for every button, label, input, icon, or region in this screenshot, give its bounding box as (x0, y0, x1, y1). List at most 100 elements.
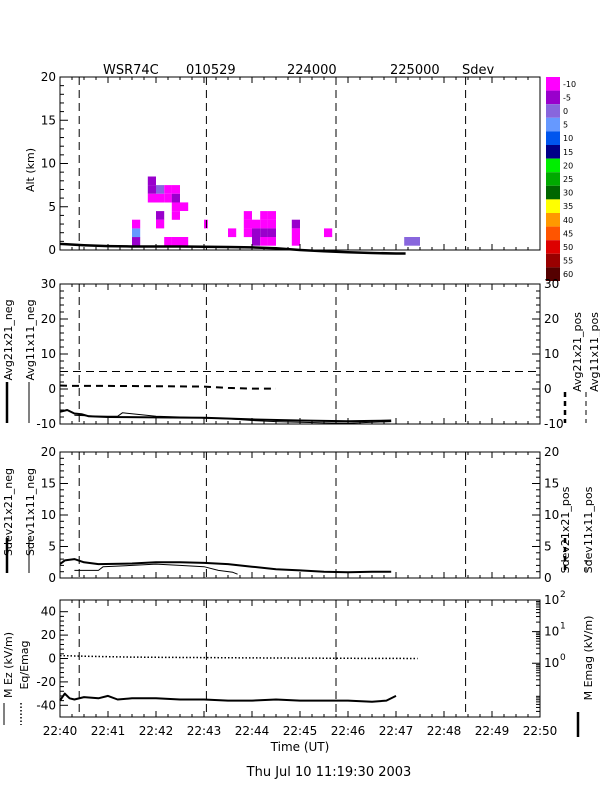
header-end: 225000 (390, 63, 440, 78)
time-tick-label: 22:44 (235, 724, 270, 738)
panel-avg: Avg21x21_neg Avg11x11_neg Avg21x21_pos A… (2, 277, 600, 431)
heatmap-cell (147, 176, 156, 186)
avg-ylabel-left-1: Avg21x21_neg (2, 299, 15, 380)
plot-frame (59, 451, 541, 579)
heatmap-cell (267, 237, 276, 246)
colorbar-label: 20 (563, 161, 573, 170)
time-tick-label: 22:41 (91, 724, 126, 738)
series-m-ez (59, 692, 397, 703)
colorbar-label: 30 (563, 189, 573, 198)
y-tick-label-right: 20 (544, 445, 559, 459)
colorbar-label: 10 (563, 134, 573, 143)
heatmap-cell (156, 193, 165, 203)
y-tick-label-right: -10 (544, 417, 564, 431)
y-tick-label-right: 20 (544, 312, 559, 326)
colorbar-label: 60 (563, 270, 573, 279)
heatmap-cell (171, 193, 180, 203)
y-tick-label-right: 5 (544, 540, 552, 554)
series-avg11x11-neg (74, 412, 392, 424)
y-tick-label-right: 30 (544, 277, 559, 291)
y-tick-label: 5 (48, 540, 56, 554)
time-tick-label: 22:45 (283, 724, 318, 738)
panel-sdev: Sdev21x21_neg Sdev11x11_neg Sdev21x21_po… (2, 445, 595, 585)
heatmap-cell (171, 211, 180, 220)
sdev-ylabel-left-2: Sdev11x11_neg (24, 468, 37, 556)
heatmap-cell (132, 237, 141, 246)
avg-ylabel-right-2: Avg11x11_pos (588, 312, 600, 392)
heatmap-cell (243, 211, 252, 220)
log-tick-label: 10 (544, 593, 559, 607)
series-avg21x21-neg (59, 409, 392, 423)
y-tick-label: -20 (36, 675, 56, 689)
colorbar-swatch (546, 267, 560, 281)
time-tick-label: 22:48 (427, 724, 462, 738)
log-tick-exponent: 1 (560, 622, 566, 632)
log-tick-label: 10 (544, 625, 559, 639)
sdev-ylabel-right-1: Sdev21x21_pos (559, 486, 572, 573)
log-tick-exponent: 0 (560, 653, 566, 663)
y-tick-label: 20 (41, 312, 56, 326)
colorbar-swatch (546, 199, 560, 213)
sdev-ylabel-left-1: Sdev21x21_neg (2, 468, 15, 556)
heatmap-cell (164, 193, 172, 203)
y-tick-label: 20 (41, 70, 56, 84)
y-tick-label: 10 (41, 508, 56, 522)
colorbar-swatch (546, 185, 560, 200)
header-start: 224000 (287, 63, 337, 78)
heatmap-cell (291, 237, 300, 246)
efield-ylabel-right: M Emag (kV/m) (582, 616, 595, 701)
heatmap-cell (164, 185, 172, 194)
colorbar-swatch (546, 253, 560, 268)
colorbar-label: 50 (563, 243, 573, 252)
series-eq-emag (59, 654, 418, 660)
heatmap-cell (260, 228, 268, 238)
heatmap-cell (252, 219, 261, 229)
log-tick-exponent: 2 (560, 590, 566, 600)
heatmap-cell (267, 211, 276, 220)
y-tick-label-right: 0 (544, 382, 552, 396)
colorbar-swatch (546, 117, 560, 132)
colorbar-label: 40 (563, 216, 573, 225)
time-axis-label: Time (UT) (270, 740, 330, 754)
heatmap-cell (243, 228, 252, 238)
heatmap-cell (260, 219, 268, 229)
heatmap-cell (228, 228, 237, 238)
time-tick-label: 22:42 (139, 724, 174, 738)
y-tick-label: 15 (41, 477, 56, 491)
colorbar: -10 -5 0 5 10 15 20 25 30 35 40 45 50 55 60 (546, 77, 576, 281)
plot-frame (59, 283, 541, 425)
y-tick-label-right: 10 (544, 508, 559, 522)
colorbar-label: 0 (563, 107, 568, 116)
colorbar-swatch (546, 90, 560, 105)
time-tick-label: 22:46 (331, 724, 366, 738)
colorbar-swatch (546, 213, 560, 227)
y-tick-label: -40 (36, 698, 56, 712)
efield-ylabel-left-2: Eq/Emag (18, 640, 31, 689)
colorbar-swatch (546, 77, 560, 91)
heatmap-cell (171, 237, 180, 246)
heatmap-cell (132, 219, 141, 229)
time-tick-label: 22:43 (187, 724, 222, 738)
y-tick-label: 0 (48, 652, 56, 666)
y-tick-label: -10 (36, 417, 56, 431)
heatmap-cell (164, 237, 172, 246)
y-tick-label-right: 15 (544, 477, 559, 491)
plot-frame (59, 599, 541, 718)
series-sdev11x11-neg (74, 563, 238, 575)
y-tick-label-right: 0 (544, 571, 552, 585)
radar-ylabel: Alt (km) (24, 148, 37, 192)
colorbar-label: -10 (563, 80, 576, 89)
footer-timestamp: Thu Jul 10 11:19:30 2003 (246, 765, 412, 780)
panel-efield: M Ez (kV/m) Eq/Emag M Emag (kV/m) -40 -20… (2, 590, 595, 738)
heatmap-cell (147, 185, 156, 194)
colorbar-label: 25 (563, 175, 573, 184)
heatmap-cell (171, 185, 180, 194)
y-tick-label: 0 (48, 571, 56, 585)
log-tick-label: 10 (544, 656, 559, 670)
efield-ylabel-left-1: M Ez (kV/m) (2, 632, 15, 698)
header-field: Sdev (462, 63, 495, 78)
time-tick-label: 22:50 (523, 724, 558, 738)
heatmap-cell (180, 202, 189, 211)
heatmap-cell (260, 237, 268, 246)
